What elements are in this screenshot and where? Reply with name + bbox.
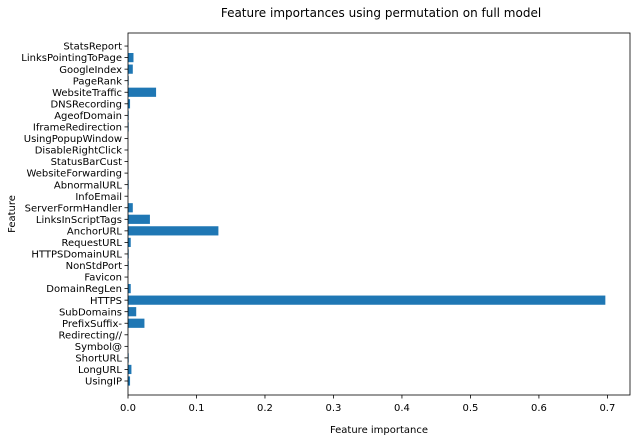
y-tick-label-abnormalurl: AbnormalURL bbox=[54, 180, 122, 191]
y-tick-label-websiteforwarding: WebsiteForwarding bbox=[26, 169, 122, 180]
y-tick-label-googleindex: GoogleIndex bbox=[59, 65, 122, 76]
y-tick-label-websitetraffic: WebsiteTraffic bbox=[52, 88, 122, 99]
y-tick-label-iframeredirection: IframeRedirection bbox=[33, 123, 122, 134]
y-tick-label-linksinscripttags: LinksInScriptTags bbox=[36, 215, 122, 226]
bar-subdomains bbox=[128, 307, 137, 317]
x-tick-label: 0.7 bbox=[599, 403, 615, 414]
y-tick-label-disablerightclick: DisableRightClick bbox=[35, 146, 122, 157]
bar-usingip bbox=[128, 376, 131, 386]
bar-anchorurl bbox=[128, 226, 219, 236]
x-tick-label: 0.4 bbox=[394, 403, 410, 414]
x-axis-label: Feature importance bbox=[330, 425, 428, 436]
y-tick-label-redirecting: Redirecting// bbox=[59, 330, 123, 341]
bar-prefixsuffix bbox=[128, 318, 145, 328]
y-tick-label-usingpopupwindow: UsingPopupWindow bbox=[24, 134, 122, 145]
bar-linkspointingtopage bbox=[128, 53, 134, 63]
plot-frame bbox=[127, 32, 631, 396]
y-tick-label-favicon: Favicon bbox=[84, 273, 122, 284]
bar-googleindex bbox=[128, 64, 133, 74]
y-tick-label-shorturl: ShortURL bbox=[75, 354, 122, 365]
x-tick-label: 0.5 bbox=[462, 403, 478, 414]
bar-domainreglen bbox=[128, 284, 131, 294]
chart-title: Feature importances using permutation on… bbox=[221, 6, 541, 20]
bar-websitetraffic bbox=[128, 87, 157, 97]
y-tick-label-dnsrecording: DNSRecording bbox=[50, 99, 122, 110]
y-axis-label: Feature bbox=[7, 195, 18, 233]
x-tick-label: 0.0 bbox=[120, 403, 136, 414]
x-tick-label: 0.6 bbox=[531, 403, 547, 414]
x-tick-label: 0.1 bbox=[189, 403, 205, 414]
y-tick-label-statsreport: StatsReport bbox=[63, 42, 122, 53]
y-tick-label-domainreglen: DomainRegLen bbox=[46, 284, 122, 295]
y-tick-label-linkspointingtopage: LinksPointingToPage bbox=[21, 53, 122, 64]
bars-group bbox=[128, 53, 606, 386]
bar-longurl bbox=[128, 364, 132, 375]
y-tick-label-longurl: LongURL bbox=[78, 365, 122, 376]
y-tick-label-symbol: Symbol@ bbox=[75, 342, 122, 353]
y-tick-label-httpsdomainurl: HTTPSDomainURL bbox=[31, 250, 122, 261]
y-tick-label-prefixsuffix: PrefixSuffix- bbox=[62, 319, 122, 330]
y-tick-label-requesturl: RequestURL bbox=[62, 238, 123, 249]
bar-linksinscripttags bbox=[128, 214, 150, 224]
y-tick-label-subdomains: SubDomains bbox=[59, 307, 122, 318]
y-tick-label-nonstdport: NonStdPort bbox=[66, 261, 122, 272]
y-axis-ticks: UsingIPLongURLShortURLSymbol@Redirecting… bbox=[21, 42, 128, 388]
y-tick-label-anchorurl: AnchorURL bbox=[67, 226, 123, 237]
bar-serverformhandler bbox=[128, 203, 133, 213]
y-tick-label-https: HTTPS bbox=[90, 296, 122, 307]
y-tick-label-ageofdomain: AgeofDomain bbox=[54, 111, 122, 122]
y-tick-label-serverformhandler: ServerFormHandler bbox=[25, 203, 123, 214]
y-tick-label-statusbarcust: StatusBarCust bbox=[51, 157, 122, 168]
bar-requesturl bbox=[128, 237, 131, 247]
y-tick-label-usingip: UsingIP bbox=[85, 377, 122, 388]
x-tick-label: 0.2 bbox=[257, 403, 273, 414]
bar-dnsrecording bbox=[128, 99, 131, 109]
x-tick-label: 0.3 bbox=[326, 403, 342, 414]
y-tick-label-infoemail: InfoEmail bbox=[75, 192, 122, 203]
bar-https bbox=[128, 295, 606, 305]
y-tick-label-pagerank: PageRank bbox=[73, 76, 122, 87]
x-axis-ticks: 0.0 0.1 0.2 0.3 0.4 0.5 0.6 0.7 bbox=[120, 395, 615, 414]
